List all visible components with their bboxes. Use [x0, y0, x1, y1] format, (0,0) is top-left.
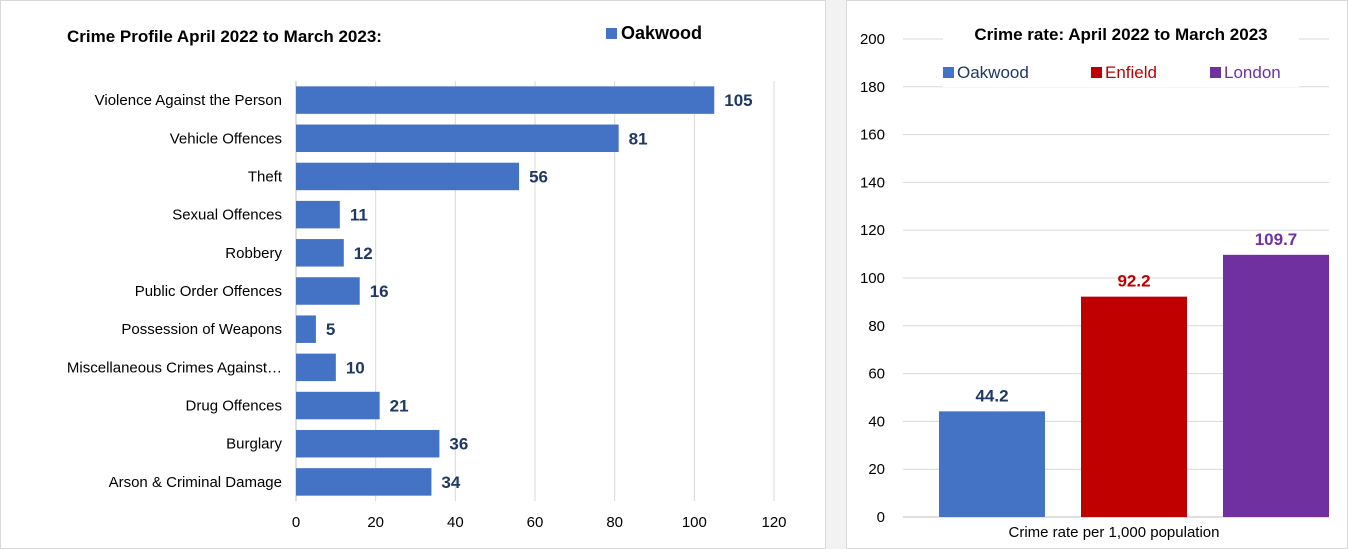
bars: [939, 254, 1329, 517]
bar-sexual-offences: [296, 200, 340, 229]
legend-label-enfield: Enfield: [1105, 63, 1157, 82]
category-label-arson-criminal-damage: Arson & Criminal Damage: [109, 474, 282, 491]
bar-possession-of-weapons: [296, 315, 316, 343]
category-label-possession-of-weapons: Possession of Weapons: [121, 321, 282, 338]
y-tick-200: 200: [860, 31, 885, 48]
category-label-public-order-offences: Public Order Offences: [135, 283, 282, 300]
legend-label-london: London: [1224, 63, 1281, 82]
title-legend-background: [943, 19, 1299, 87]
y-tick-60: 60: [868, 366, 885, 383]
bar-miscellaneous-crimes-against: [296, 353, 336, 382]
legend-label-oakwood: Oakwood: [621, 23, 702, 43]
data-label-burglary: 36: [449, 435, 468, 454]
data-label-enfield: 92.2: [1117, 272, 1150, 291]
legend-swatch-oakwood: [606, 28, 617, 39]
data-labels: 44.2 92.2 109.7: [975, 230, 1297, 406]
x-tick-0: 0: [292, 514, 300, 531]
bar-enfield: [1081, 296, 1187, 517]
y-tick-80: 80: [868, 318, 885, 335]
data-label-arson-criminal-damage: 34: [441, 473, 460, 492]
bars: [296, 86, 715, 496]
bar-vehicle-offences: [296, 124, 619, 153]
category-label-burglary: Burglary: [226, 436, 282, 453]
category-label-violence-against-the-person: Violence Against the Person: [95, 92, 282, 109]
x-tick-80: 80: [606, 514, 623, 531]
x-tick-20: 20: [367, 514, 384, 531]
category-label-drug-offences: Drug Offences: [186, 398, 282, 415]
chart-title: Crime Profile April 2022 to March 2023:: [67, 27, 382, 46]
data-label-miscellaneous-crimes-against: 10: [346, 358, 365, 377]
x-axis-label: Crime rate per 1,000 population: [1009, 524, 1220, 541]
data-label-drug-offences: 21: [390, 397, 409, 416]
y-tick-160: 160: [860, 127, 885, 144]
bar-violence-against-the-person: [296, 86, 715, 114]
category-label-sexual-offences: Sexual Offences: [172, 207, 282, 224]
bar-arson-criminal-damage: [296, 468, 432, 496]
category-label-robbery: Robbery: [225, 245, 282, 262]
data-label-robbery: 12: [354, 244, 373, 263]
y-tick-140: 140: [860, 174, 885, 191]
crime-rate-chart-panel: 0 20 40 60 80 100 120 140 160 180 200 Crime rate: …: [846, 0, 1348, 549]
legend-swatch-london: [1210, 67, 1221, 78]
bar-robbery: [296, 239, 344, 267]
data-label-sexual-offences: 11: [350, 206, 368, 225]
x-tick-labels: 0 20 40 60 80 100 120: [292, 514, 787, 531]
crime-rate-chart: 0 20 40 60 80 100 120 140 160 180 200 Crime rate: …: [860, 19, 1329, 541]
x-tick-40: 40: [447, 514, 464, 531]
category-labels: Violence Against the Person Vehicle Offen…: [67, 92, 283, 491]
legend: Oakwood: [606, 23, 702, 43]
y-tick-labels: 0 20 40 60 80 100 120 140 160 180 200: [860, 31, 885, 526]
y-tick-120: 120: [860, 222, 885, 239]
y-tick-20: 20: [868, 461, 885, 478]
crime-profile-chart-panel: Crime Profile April 2022 to March 2023: …: [0, 0, 826, 549]
data-label-vehicle-offences: 81: [629, 129, 648, 148]
data-label-theft: 56: [529, 167, 548, 186]
category-label-miscellaneous-crimes-against: Miscellaneous Crimes Against…: [67, 359, 282, 376]
y-tick-180: 180: [860, 79, 885, 96]
bar-drug-offences: [296, 391, 380, 420]
legend: Oakwood Enfield London: [943, 63, 1281, 82]
data-label-public-order-offences: 16: [370, 282, 389, 301]
chart-title: Crime rate: April 2022 to March 2023: [974, 25, 1267, 44]
bar-oakwood: [939, 411, 1045, 517]
category-label-theft: Theft: [248, 168, 283, 185]
data-label-oakwood: 44.2: [975, 386, 1008, 405]
category-label-vehicle-offences: Vehicle Offences: [170, 130, 282, 147]
x-tick-60: 60: [527, 514, 544, 531]
bar-burglary: [296, 429, 440, 458]
x-tick-120: 120: [761, 514, 786, 531]
crime-profile-chart: Crime Profile April 2022 to March 2023: …: [67, 23, 787, 531]
data-label-london: 109.7: [1255, 230, 1298, 249]
bar-theft: [296, 162, 520, 191]
x-tick-100: 100: [682, 514, 707, 531]
y-tick-40: 40: [868, 413, 885, 430]
legend-swatch-enfield: [1091, 67, 1102, 78]
bar-london: [1223, 254, 1329, 517]
bar-public-order-offences: [296, 277, 360, 305]
legend-label-oakwood: Oakwood: [957, 63, 1029, 82]
y-tick-100: 100: [860, 270, 885, 287]
y-tick-0: 0: [877, 509, 885, 526]
legend-swatch-oakwood: [943, 67, 954, 78]
data-labels: 105 81 56 11 12 16 5 10 21 36 34: [326, 91, 753, 492]
data-label-possession-of-weapons: 5: [326, 320, 335, 339]
data-label-violence-against-the-person: 105: [724, 91, 752, 110]
